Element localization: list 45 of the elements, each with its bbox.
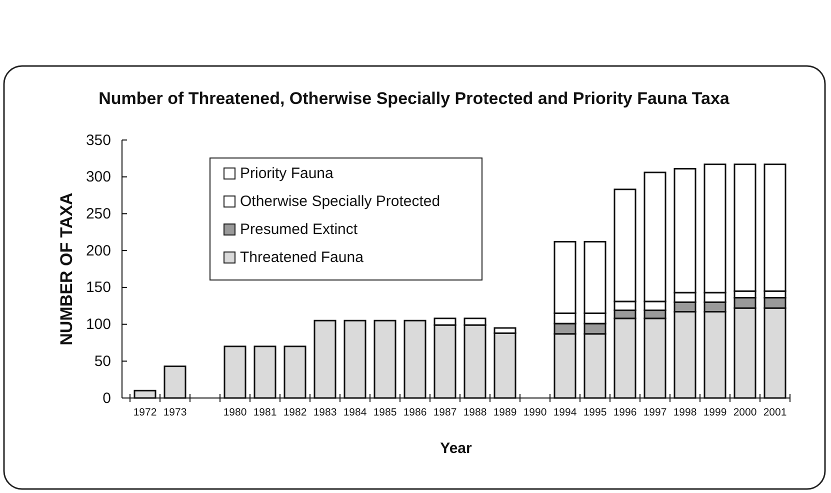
y-tick-label: 300 [86, 168, 111, 186]
x-tick-label: 2001 [763, 406, 787, 419]
legend-label: Threatened Fauna [240, 249, 364, 266]
bar [344, 320, 366, 399]
legend-label: Priority Fauna [240, 165, 334, 182]
x-tick-label: 1990 [523, 406, 547, 419]
x-tick-label: 1981 [253, 406, 277, 419]
y-tick-label: 200 [86, 242, 111, 260]
x-tick-label: 1982 [283, 406, 307, 419]
x-tick-label: 1989 [493, 406, 517, 419]
x-tick-label: 1998 [673, 406, 697, 419]
legend-label: Otherwise Specially Protected [240, 193, 440, 210]
y-tick-label: 50 [94, 352, 111, 370]
bar [224, 346, 246, 399]
x-tick-label: 2000 [733, 406, 757, 419]
x-tick-label: 1972 [133, 406, 157, 419]
x-tick-label: 1986 [403, 406, 427, 419]
bar [254, 346, 276, 399]
legend-label: Presumed Extinct [240, 221, 358, 238]
x-tick-label: 1980 [223, 406, 247, 419]
x-tick-label: 1987 [433, 406, 457, 419]
y-tick-label: 250 [86, 206, 111, 223]
x-tick-label: 1988 [463, 406, 487, 419]
y-tick-label: 0 [102, 390, 111, 407]
bar [284, 346, 306, 399]
x-tick-label: 1973 [163, 406, 187, 419]
bar [164, 366, 186, 399]
y-axis-title: NUMBER OF TAXA [57, 192, 76, 346]
y-tick-label: 100 [86, 316, 111, 334]
x-tick-label: 1984 [343, 406, 367, 419]
x-tick-label: 1985 [373, 406, 397, 419]
bar [314, 320, 336, 399]
x-tick-label: 1994 [553, 406, 577, 419]
x-tick-label: 1999 [703, 406, 727, 419]
bar [134, 390, 156, 399]
y-tick-label: 150 [86, 279, 111, 296]
chart-title: Number of Threatened, Otherwise Specially Protected and Priority Fauna Taxa [98, 89, 730, 108]
x-tick-label: 1995 [583, 406, 607, 419]
x-axis-title: Year [440, 440, 472, 457]
bar [404, 320, 426, 399]
x-tick-label: 1996 [613, 406, 637, 419]
x-tick-label: 1997 [643, 406, 667, 419]
bar [374, 320, 396, 399]
x-tick-label: 1983 [313, 406, 337, 419]
y-tick-label: 350 [86, 132, 111, 149]
